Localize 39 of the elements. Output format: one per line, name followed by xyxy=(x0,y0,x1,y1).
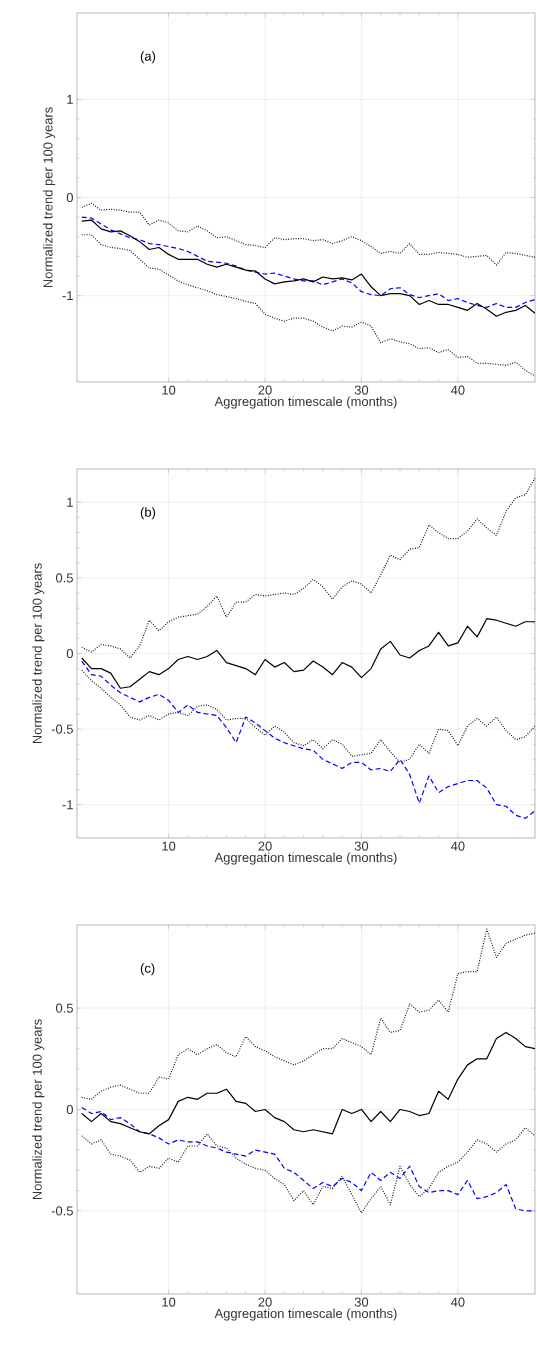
line-series xyxy=(81,1106,535,1212)
line-series xyxy=(81,660,535,819)
line-series xyxy=(81,669,535,763)
x-tick-label: 10 xyxy=(162,385,176,395)
y-tick-label: -1 xyxy=(62,800,73,810)
x-tick-label: 30 xyxy=(354,841,369,851)
x-tick-label: 40 xyxy=(450,385,465,395)
x-tick-label: 40 xyxy=(450,1297,465,1307)
x-tick-label: 10 xyxy=(162,1297,176,1307)
y-tick-label: 0.5 xyxy=(55,573,73,583)
y-tick-label: 1 xyxy=(67,94,73,104)
x-tick-label: 20 xyxy=(258,841,272,851)
y-tick-label: 0 xyxy=(66,192,73,203)
y-tick-label: -0.5 xyxy=(51,1206,73,1216)
annotation: (c) xyxy=(140,963,155,976)
y-axis-title: Normalized trend per 100 years xyxy=(32,563,45,744)
annotation: (a) xyxy=(140,51,156,64)
x-tick-label: 30 xyxy=(354,385,369,395)
y-tick-label: -1 xyxy=(62,291,73,301)
y-axis-title: Normalized trend per 100 years xyxy=(43,107,56,288)
line-series xyxy=(81,1127,535,1214)
x-tick-label: 30 xyxy=(354,1297,369,1307)
line-series xyxy=(81,202,535,266)
y-axis-title: Normalized trend per 100 years xyxy=(32,1019,45,1200)
y-tick-label: 0 xyxy=(66,1104,73,1115)
x-axis-title: Aggregation timescale (months) xyxy=(214,852,397,865)
x-axis-title: Aggregation timescale (months) xyxy=(214,1308,397,1321)
line-series xyxy=(81,928,535,1100)
x-axis-title: Aggregation timescale (months) xyxy=(214,396,397,409)
y-tick-label: 0 xyxy=(66,648,73,659)
x-tick-label: 10 xyxy=(162,841,176,851)
y-tick-label: -0.5 xyxy=(51,724,73,734)
line-series xyxy=(81,618,535,689)
x-tick-label: 20 xyxy=(258,385,272,395)
y-tick-label: 1 xyxy=(67,497,73,507)
y-tick-label: 0.5 xyxy=(55,1003,73,1013)
annotation: (b) xyxy=(140,507,156,520)
x-tick-label: 20 xyxy=(258,1297,272,1307)
x-tick-label: 40 xyxy=(450,841,465,851)
